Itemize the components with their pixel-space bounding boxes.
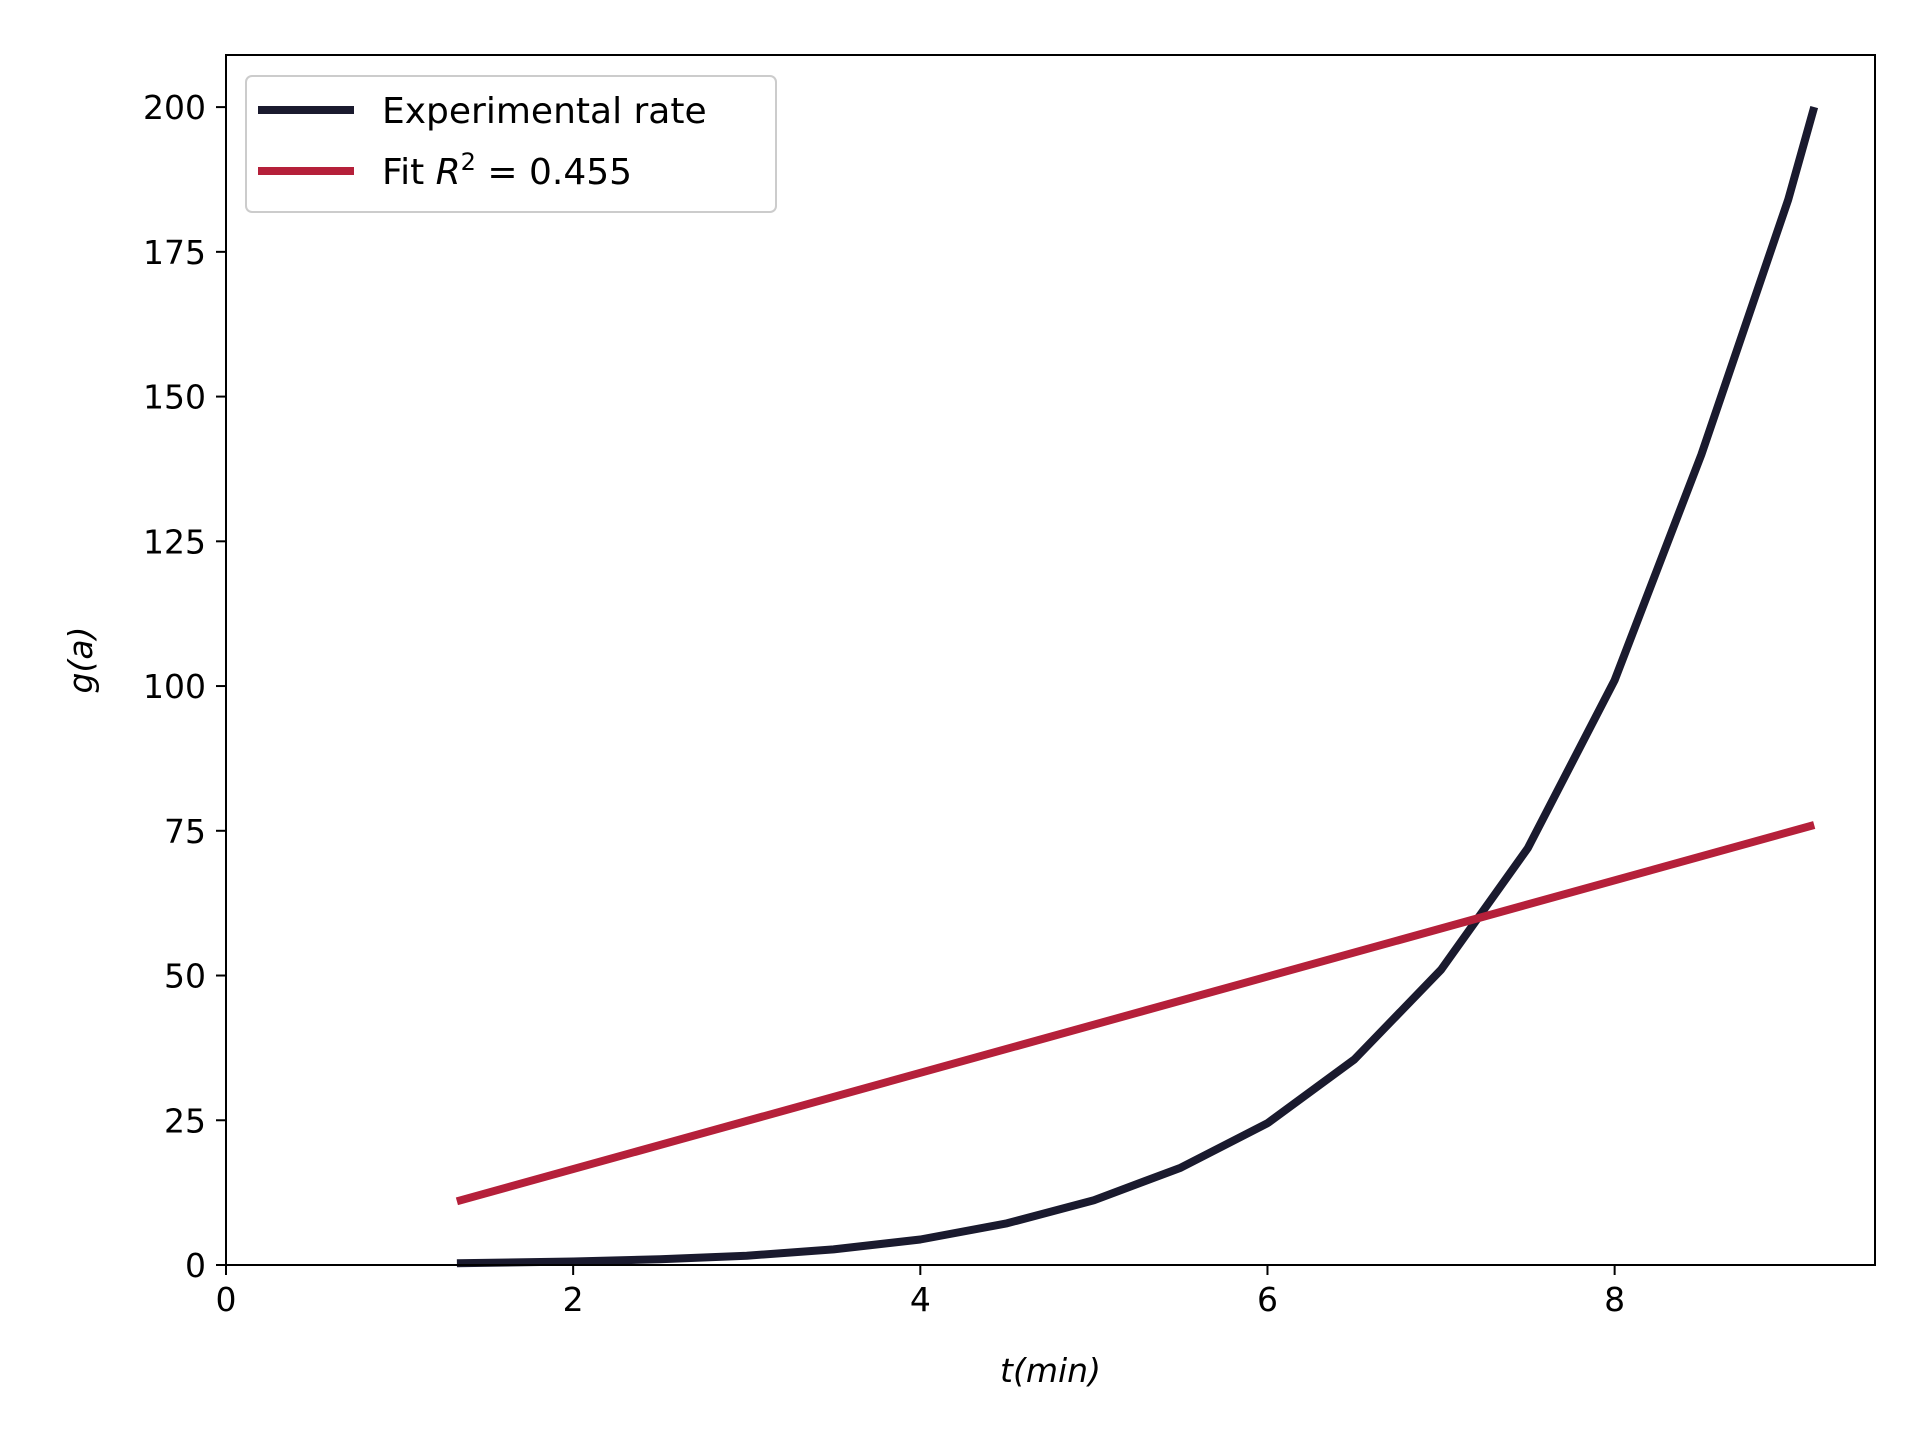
plot-area bbox=[455, 106, 1819, 1268]
x-tick-label: 0 bbox=[216, 1280, 237, 1319]
y-tick-label: 0 bbox=[185, 1246, 206, 1285]
legend-label-fit-prefix: Fit bbox=[382, 152, 436, 193]
y-tick-label: 175 bbox=[143, 233, 206, 272]
y-tick-label: 75 bbox=[164, 812, 206, 851]
x-axis-label: t(min) bbox=[1000, 1351, 1101, 1390]
y-tick-label: 200 bbox=[143, 88, 206, 127]
legend-box bbox=[245, 75, 777, 213]
x-tick-label: 2 bbox=[563, 1280, 584, 1319]
series-line-fit bbox=[455, 821, 1816, 1206]
series-line-experimental-rate bbox=[456, 106, 1819, 1268]
x-tick-label: 6 bbox=[1257, 1280, 1278, 1319]
legend-label-fit-var: R bbox=[436, 152, 461, 193]
axes-frame bbox=[225, 54, 1876, 1266]
y-tick-label: 100 bbox=[143, 667, 206, 706]
legend-label-fit-sup: 2 bbox=[461, 148, 476, 176]
y-axis-label: g(a) bbox=[61, 627, 100, 694]
y-tick-label: 25 bbox=[164, 1101, 206, 1140]
legend: Experimental rate Fit R2 = 0.455 bbox=[245, 75, 777, 213]
axis-ticks: 0 2 4 6 8 0 25 50 75 100 125 150 175 200 bbox=[143, 88, 1625, 1319]
x-tick-label: 4 bbox=[910, 1280, 931, 1319]
x-tick-label: 8 bbox=[1604, 1280, 1625, 1319]
legend-label-experimental-rate: Experimental rate bbox=[382, 91, 707, 132]
y-tick-label: 150 bbox=[143, 378, 206, 417]
legend-label-fit-suffix: = 0.455 bbox=[476, 152, 632, 193]
legend-label-fit: Fit R2 = 0.455 bbox=[382, 148, 632, 193]
y-tick-label: 125 bbox=[143, 522, 206, 561]
y-tick-label: 50 bbox=[164, 957, 206, 996]
